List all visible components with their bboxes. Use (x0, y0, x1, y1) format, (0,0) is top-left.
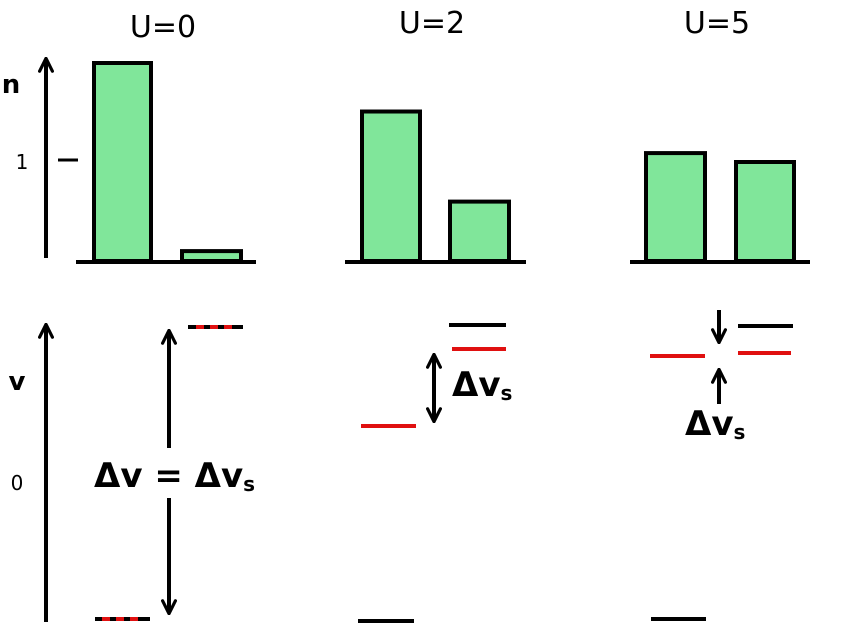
potential-axis-label: v (9, 367, 26, 397)
density-bar-panel3-site2 (734, 160, 796, 263)
density-bar-panel2-site1 (360, 109, 422, 264)
u5-delta-label: Δvs (685, 404, 745, 444)
density-axis-label: n (2, 70, 21, 100)
panel-title-u0: U=0 (130, 10, 196, 45)
u0-delta-label: Δv = Δvs (94, 456, 255, 496)
u2-delta-label: Δvs (452, 365, 512, 405)
density-tick-label: 1 (16, 150, 29, 174)
density-bar-panel1-site1 (92, 61, 153, 263)
potential-zero-label: 0 (11, 471, 24, 495)
density-bar-panel3-site1 (644, 151, 707, 263)
density-bar-panel1-site2 (180, 249, 243, 264)
panel-title-u5: U=5 (684, 6, 750, 41)
density-bars (92, 61, 796, 264)
density-bar-panel2-site2 (448, 199, 511, 264)
panel-title-u2: U=2 (399, 6, 465, 41)
